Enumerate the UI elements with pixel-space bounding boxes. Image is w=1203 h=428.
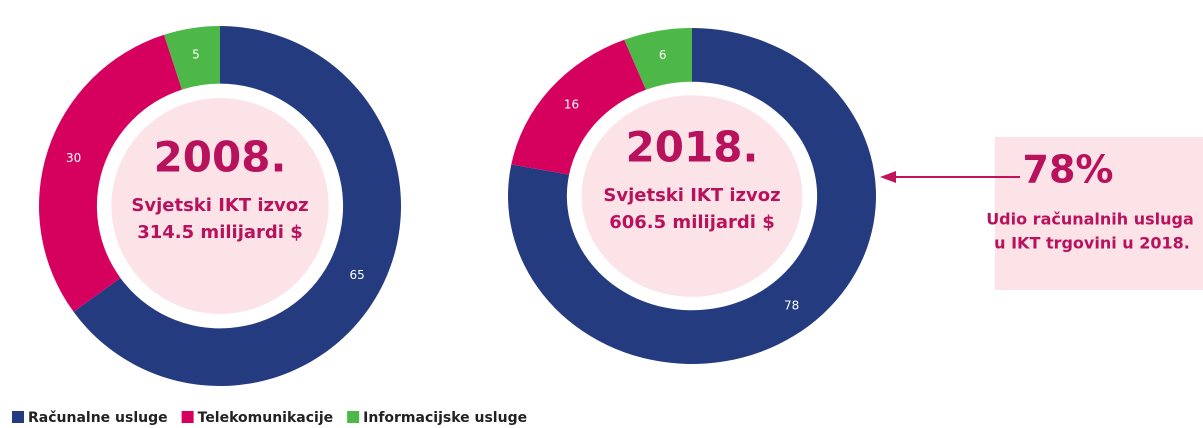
legend-swatch <box>12 411 24 423</box>
center-disc <box>111 98 329 314</box>
legend-label: Informacijske usluge <box>363 410 527 426</box>
callout-value: 78% <box>1023 148 1114 192</box>
value-label: 5 <box>192 47 200 61</box>
callout-text: u IKT trgovini u 2018. <box>994 234 1190 253</box>
donut-segment <box>508 28 876 365</box>
legend-swatch <box>181 411 194 423</box>
legend-swatch <box>347 411 360 423</box>
value-label: 30 <box>66 151 81 165</box>
center-subtitle: Svjetski IKT izvoz <box>603 185 780 206</box>
callout-box <box>995 137 1203 290</box>
legend-label: Računalne usluge <box>28 410 168 426</box>
donut-segment <box>164 26 220 90</box>
value-label: 6 <box>659 48 667 62</box>
callout-text: Udio računalnih usluga <box>986 210 1194 229</box>
donut-segment <box>624 28 692 90</box>
value-label: 16 <box>564 97 579 111</box>
donut-segment <box>73 26 401 386</box>
center-annotation: 606.5 milijardi $ <box>609 212 775 233</box>
center-annotation: 314.5 milijardi $ <box>137 222 303 243</box>
center-title: 2018. <box>626 123 759 172</box>
donut-segment <box>511 39 646 175</box>
center-title: 2008. <box>154 133 287 182</box>
value-label: 78 <box>784 299 799 313</box>
value-label: 65 <box>349 268 364 282</box>
legend-label: Telekomunikacije <box>198 410 334 426</box>
center-subtitle: Svjetski IKT izvoz <box>131 195 308 216</box>
donut-segment <box>38 34 182 312</box>
arrow-head <box>880 171 896 183</box>
center-disc <box>581 95 803 297</box>
